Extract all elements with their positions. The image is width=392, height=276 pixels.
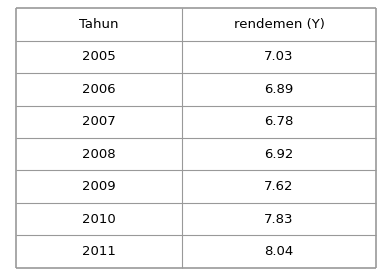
Text: rendemen (Y): rendemen (Y): [234, 18, 325, 31]
Text: Tahun: Tahun: [79, 18, 118, 31]
Text: 2007: 2007: [82, 115, 116, 128]
Text: 6.78: 6.78: [264, 115, 294, 128]
Text: 6.92: 6.92: [264, 148, 294, 161]
Text: 7.83: 7.83: [264, 213, 294, 225]
Text: 7.62: 7.62: [264, 180, 294, 193]
Text: 2005: 2005: [82, 51, 116, 63]
Text: 2008: 2008: [82, 148, 115, 161]
Text: 7.03: 7.03: [264, 51, 294, 63]
Text: 2010: 2010: [82, 213, 116, 225]
Text: 8.04: 8.04: [264, 245, 294, 258]
Text: 6.89: 6.89: [264, 83, 294, 96]
Text: 2011: 2011: [82, 245, 116, 258]
Text: 2006: 2006: [82, 83, 115, 96]
Text: 2009: 2009: [82, 180, 115, 193]
